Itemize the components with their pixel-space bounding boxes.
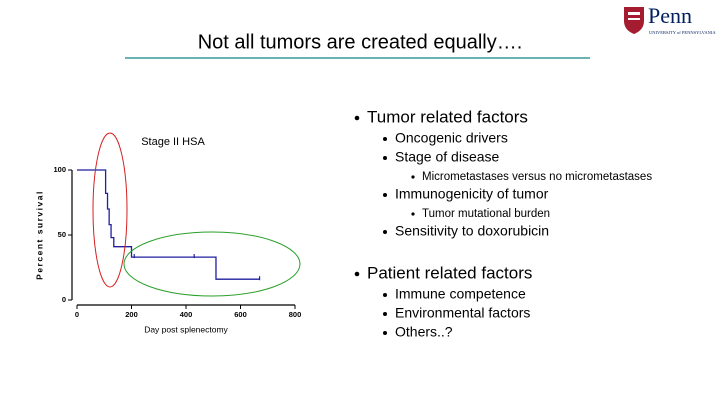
bullet-dot <box>383 331 387 335</box>
y-tick-label: 0 <box>62 295 66 304</box>
annotation-ellipse <box>92 132 128 288</box>
annotation-ellipse <box>123 231 301 297</box>
bullet-dot <box>383 312 387 316</box>
y-tick-label: 50 <box>58 230 66 239</box>
bullet-item: Others..? <box>395 324 453 340</box>
bullet-dot <box>411 175 415 179</box>
bullet-dot <box>383 156 387 160</box>
x-tick-label: 200 <box>125 310 138 319</box>
bullet-dot <box>383 137 387 141</box>
bullet-dot <box>383 193 387 197</box>
survival-line <box>77 169 260 280</box>
y-axis-label: Percent survival <box>34 190 44 280</box>
x-tick-label: 400 <box>180 310 193 319</box>
chart: Stage II HSA 0 200 400 600 800 0 50 100 Day post … <box>34 136 301 334</box>
bullet-list: Tumor related factors Oncogenic drivers St… <box>354 107 652 340</box>
y-tick-label: 100 <box>53 165 66 174</box>
logo-subtitle: UNIVERSITY of PENNSYLVANIA <box>649 30 716 35</box>
bullet-dot <box>411 212 415 216</box>
bullet-dot <box>383 230 387 234</box>
logo-name: Penn <box>648 3 692 28</box>
bullet-dot <box>354 115 360 121</box>
x-tick-label: 800 <box>289 310 302 319</box>
bullet-dot <box>354 271 360 277</box>
bullet-item: Sensitivity to doxorubicin <box>395 223 549 239</box>
x-axis-label: Day post splenectomy <box>144 324 228 334</box>
logo-shield-detail <box>628 12 640 20</box>
slide-title: Not all tumors are created equally…. <box>198 31 523 53</box>
bullet-subitem: Tumor mutational burden <box>422 208 550 220</box>
x-tick-label: 0 <box>75 310 79 319</box>
logo: Penn UNIVERSITY of PENNSYLVANIA <box>624 3 716 35</box>
bullet-item: Environmental factors <box>395 305 530 321</box>
chart-title: Stage II HSA <box>141 136 205 148</box>
bullet-item: Immunogenicity of tumor <box>395 186 549 202</box>
bullet-subitem: Micrometastases versus no micrometastase… <box>422 171 652 183</box>
x-tick-label: 600 <box>234 310 247 319</box>
bullet-item: Stage of disease <box>395 149 500 165</box>
bullet-heading: Patient related factors <box>367 263 532 282</box>
bullet-item: Immune competence <box>395 286 526 302</box>
bullet-dot <box>383 293 387 297</box>
bullet-item: Oncogenic drivers <box>395 130 508 146</box>
bullet-heading: Tumor related factors <box>367 107 528 126</box>
